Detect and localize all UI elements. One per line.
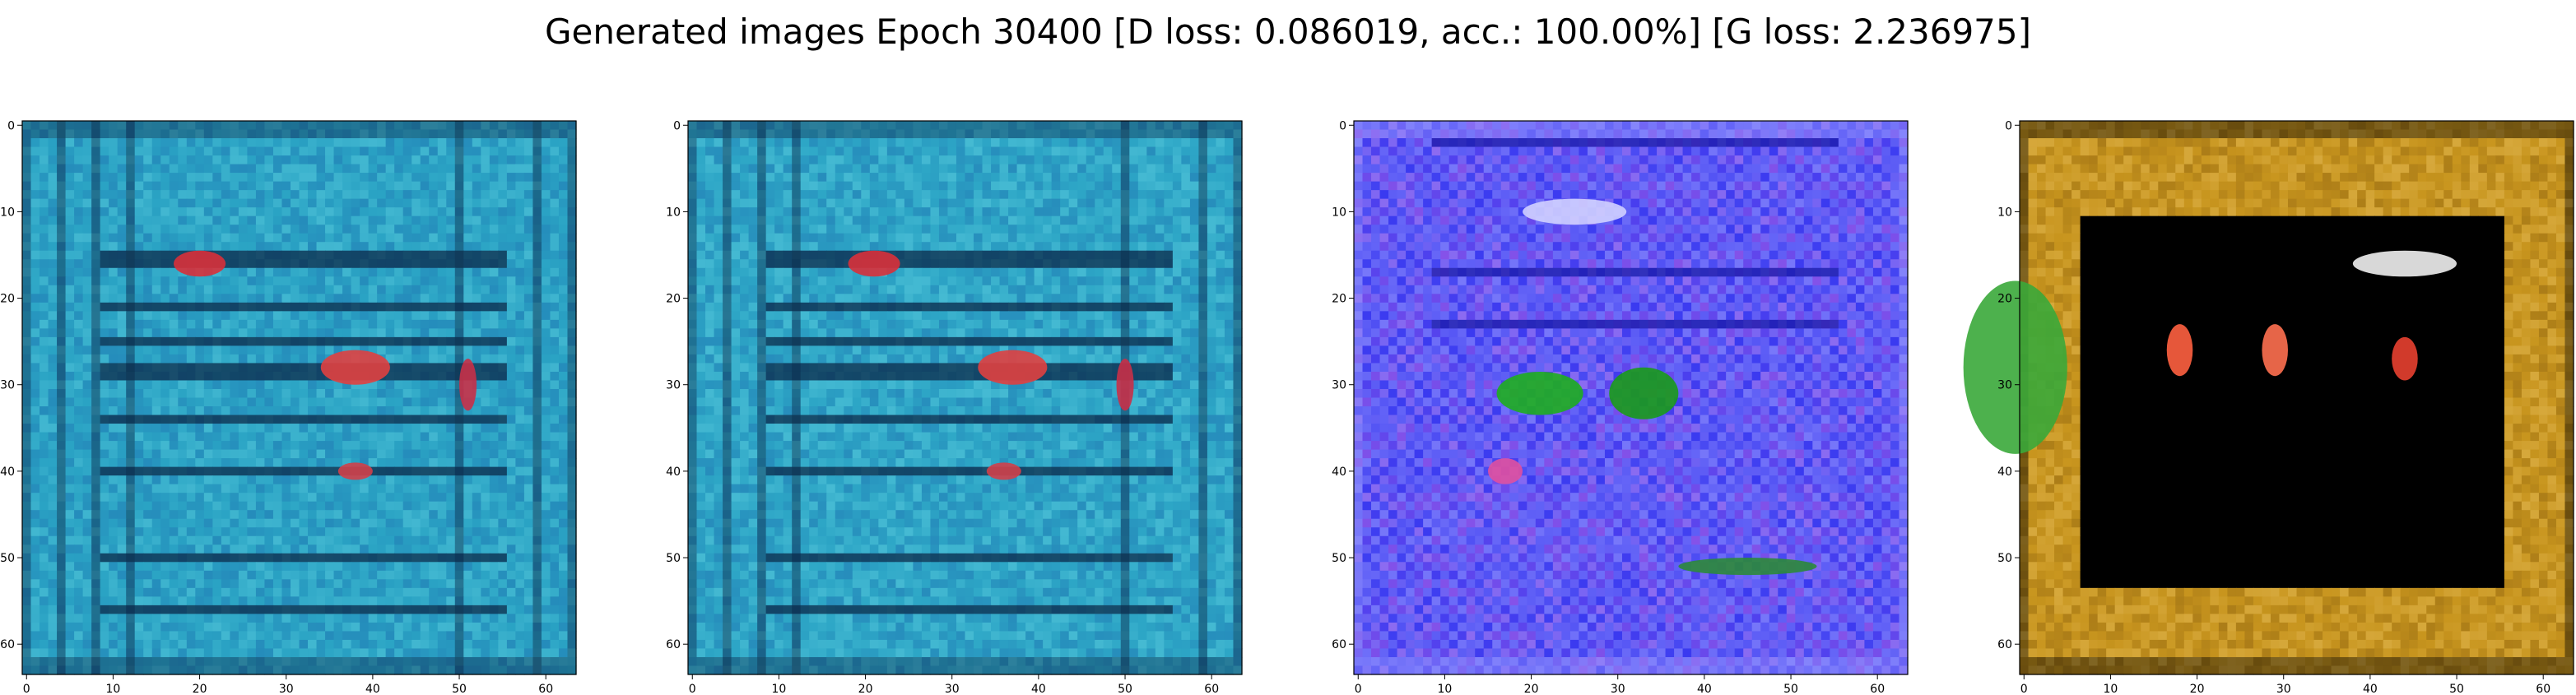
y-tick-label: 60 — [0, 638, 15, 651]
x-tick-label: 30 — [945, 683, 960, 695]
image-panel-2: 0 10 20 30 40 50 60 0 10 20 30 40 50 60 — [666, 119, 1243, 695]
y-tick-label: 40 — [1997, 466, 2012, 479]
axes-frame-2 — [687, 120, 1243, 675]
image-feature-4-5 — [2352, 250, 2457, 277]
image-panel-1: 0 10 20 30 40 50 60 0 10 20 30 40 50 60 — [0, 119, 577, 695]
image-panel-4: 0 10 20 30 40 50 60 0 10 20 30 40 50 60 — [1963, 119, 2574, 695]
y-tick-label: 0 — [2005, 119, 2012, 132]
y-tick-label: 60 — [1332, 638, 1346, 651]
y-tick-label: 0 — [1339, 119, 1346, 132]
image-feature-4-1 — [1963, 280, 2067, 454]
y-tick-label: 0 — [673, 119, 681, 132]
x-tick-label: 40 — [365, 683, 380, 695]
x-tick-label: 50 — [2449, 683, 2464, 695]
x-tick-label: 30 — [279, 683, 294, 695]
image-feature-3-1 — [1496, 371, 1583, 415]
y-tick-label: 40 — [666, 466, 681, 479]
x-tick-label: 30 — [2276, 683, 2291, 695]
axes-frame-4 — [2019, 120, 2574, 675]
y-tick-label: 50 — [0, 552, 15, 565]
axes-frame-3 — [1353, 120, 1909, 675]
y-tick-label: 50 — [1332, 552, 1346, 565]
y-tick-label: 30 — [666, 379, 681, 392]
x-tick-label: 40 — [1031, 683, 1046, 695]
x-tick-label: 50 — [452, 683, 467, 695]
x-tick-label: 60 — [2536, 683, 2550, 695]
image-feature-3-4 — [1523, 198, 1627, 225]
image-feature-1-4 — [337, 462, 373, 480]
y-tick-label: 60 — [666, 638, 681, 651]
x-tick-label: 60 — [538, 683, 553, 695]
x-tick-label: 0 — [2020, 683, 2028, 695]
image-feature-2-2 — [978, 350, 1048, 385]
x-tick-label: 40 — [1697, 683, 1712, 695]
y-tick-label: 20 — [1997, 293, 2012, 306]
y-tick-label: 40 — [0, 466, 15, 479]
y-tick-label: 0 — [7, 119, 15, 132]
image-feature-4-3 — [2262, 324, 2288, 377]
y-tick-label: 30 — [1332, 379, 1346, 392]
image-feature-2-3 — [1116, 359, 1134, 411]
image-pixels-2 — [688, 121, 1243, 675]
image-feature-2-1 — [848, 250, 900, 277]
x-tick-label: 20 — [2190, 683, 2205, 695]
y-tick-label: 30 — [1997, 379, 2012, 392]
y-tick-label: 10 — [0, 206, 15, 219]
x-tick-label: 0 — [1355, 683, 1362, 695]
y-tick-label: 40 — [1332, 466, 1346, 479]
x-tick-label: 20 — [858, 683, 873, 695]
x-tick-label: 0 — [23, 683, 30, 695]
y-tick-label: 20 — [0, 293, 15, 306]
y-tick-label: 20 — [666, 293, 681, 306]
image-feature-3-5 — [1678, 558, 1817, 576]
axes-frame-1 — [21, 120, 577, 675]
image-pixels-4 — [2020, 121, 2574, 675]
y-tick-label: 10 — [1997, 206, 2012, 219]
y-tick-label: 50 — [666, 552, 681, 565]
image-feature-4-2 — [2166, 324, 2193, 377]
y-tick-label: 50 — [1997, 552, 2012, 565]
image-feature-2-4 — [986, 462, 1021, 480]
y-tick-label: 10 — [1332, 206, 1346, 219]
x-tick-label: 10 — [772, 683, 787, 695]
image-pixels-3 — [1354, 121, 1909, 675]
x-tick-label: 50 — [1118, 683, 1132, 695]
y-tick-label: 10 — [666, 206, 681, 219]
figure-title: Generated images Epoch 30400 [D loss: 0.… — [544, 12, 2032, 52]
x-tick-label: 20 — [193, 683, 207, 695]
image-feature-1-3 — [459, 359, 477, 411]
x-tick-label: 10 — [2104, 683, 2118, 695]
x-tick-label: 10 — [106, 683, 121, 695]
x-tick-label: 60 — [1204, 683, 1219, 695]
image-pixels-1 — [22, 121, 577, 675]
image-feature-4-4 — [2392, 336, 2418, 381]
y-tick-label: 20 — [1332, 293, 1346, 306]
x-tick-label: 10 — [1438, 683, 1453, 695]
y-tick-label: 30 — [0, 379, 15, 392]
x-tick-label: 0 — [689, 683, 696, 695]
x-tick-label: 50 — [1783, 683, 1798, 695]
image-feature-3-2 — [1609, 367, 1679, 419]
x-tick-label: 20 — [1524, 683, 1539, 695]
image-feature-1-2 — [320, 350, 390, 385]
x-tick-label: 40 — [2363, 683, 2378, 695]
y-tick-label: 60 — [1997, 638, 2012, 651]
image-feature-3-3 — [1487, 458, 1523, 484]
image-panel-3: 0 10 20 30 40 50 60 0 10 20 30 40 50 60 — [1332, 119, 1909, 695]
x-tick-label: 30 — [1611, 683, 1625, 695]
x-tick-label: 60 — [1870, 683, 1885, 695]
image-feature-1-1 — [174, 250, 226, 277]
